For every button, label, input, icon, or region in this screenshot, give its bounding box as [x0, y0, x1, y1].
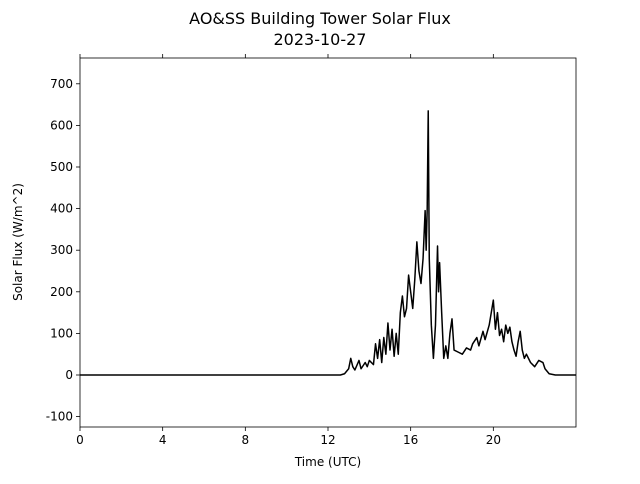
y-tick-label: 500	[50, 160, 73, 174]
x-tick-label: 0	[76, 433, 84, 447]
y-tick-label: 300	[50, 243, 73, 257]
x-tick-label: 4	[159, 433, 167, 447]
y-tick-label: 400	[50, 202, 73, 216]
x-axis-label: Time (UTC)	[294, 455, 361, 469]
x-tick-label: 20	[486, 433, 501, 447]
data-line	[80, 110, 576, 376]
y-tick-label: 0	[65, 368, 73, 382]
plot-frame	[79, 57, 577, 428]
y-tick-label: 600	[50, 118, 73, 132]
y-axis-label: Solar Flux (W/m^2)	[11, 183, 25, 301]
y-tick-label: -100	[46, 410, 73, 424]
chart-title: AO&SS Building Tower Solar Flux	[189, 9, 451, 28]
y-tick-label: 100	[50, 326, 73, 340]
x-tick-label: 8	[242, 433, 250, 447]
x-tick-label: 12	[320, 433, 335, 447]
x-tick-label: 16	[403, 433, 418, 447]
y-tick-label: 200	[50, 285, 73, 299]
y-tick-label: 700	[50, 77, 73, 91]
chart-subtitle: 2023-10-27	[274, 30, 367, 49]
